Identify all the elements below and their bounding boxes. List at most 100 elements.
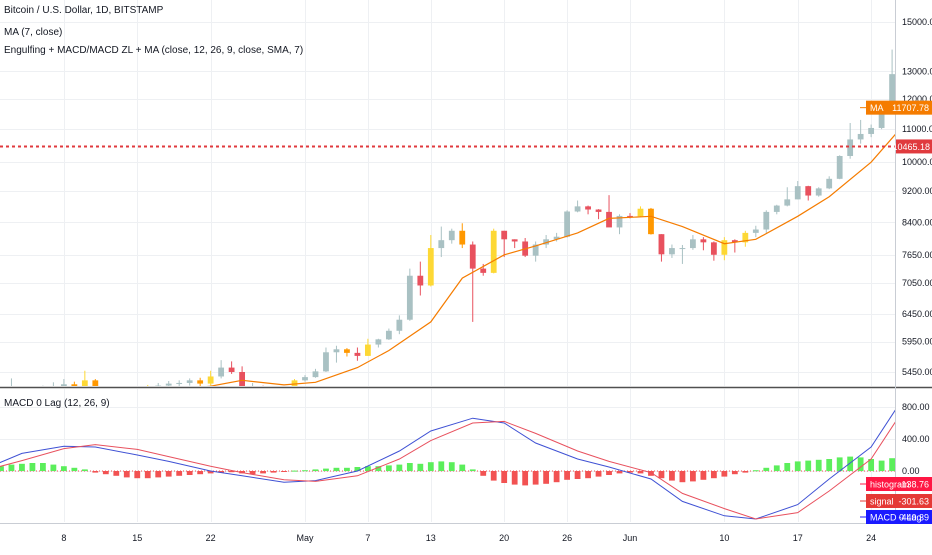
histogram-bar [763,467,770,471]
candle-body [218,367,225,377]
price-tick-label: 15000.00 [902,17,932,27]
candle-body [176,382,183,384]
candle [71,381,78,386]
candle-body [773,205,780,212]
candle-body [438,240,445,249]
candle [417,261,424,296]
time-tick-label: 10 [719,533,729,543]
candle-body [448,230,455,241]
histogram-bar [616,471,623,474]
histogram-bar [281,471,287,472]
histogram-bar [50,464,57,471]
price-tick-label: 7650.00 [902,250,932,260]
candle [365,338,371,356]
price-tick-label: 9200.00 [902,186,932,196]
histogram-bar [700,471,707,480]
histogram-bar [669,471,675,481]
histogram-bar [690,471,696,482]
candle-body [396,319,403,331]
candle-body [81,380,88,386]
candle-body [0,410,4,466]
candle [836,155,843,180]
candle [302,375,308,382]
histogram-bar [553,471,560,483]
histogram-bar [165,471,172,477]
candle-body [271,390,277,391]
candle-body [815,188,822,196]
candle-body [690,239,696,249]
candle [52,382,54,386]
candle [252,382,254,386]
candle-body [637,208,644,217]
histogram-bar [333,467,340,471]
indicator-legend[interactable]: Engulfing + MACD/MACD ZL + MA (close, 12… [4,45,304,56]
time-tick-label: May [296,533,314,543]
histogram-badge-label: histogram [870,480,910,490]
candle-body [375,339,382,345]
histogram-bar [40,463,46,471]
candle [710,241,717,261]
candle-body [731,240,738,243]
ma-badge-bg [866,100,932,115]
candle [375,338,382,348]
candle-body [333,349,340,353]
candle [847,122,854,159]
price-tick-label: 5450.00 [902,367,932,377]
candle [606,195,612,228]
ma-legend[interactable]: MA (7, close) [4,27,63,38]
candle-body [868,127,875,134]
histogram-bar [752,470,759,472]
histogram-badge-value: -138.76 [898,480,929,490]
candle-body [197,380,204,384]
histogram-bar [543,471,550,484]
candle-body [543,239,550,245]
candle [385,328,392,340]
price-tick-label: 10000.00 [902,157,932,167]
candle [155,382,162,386]
candle-body [406,275,413,320]
candles [0,49,895,466]
histogram-bar [857,457,864,471]
candle-body [385,330,392,340]
candle-body [165,383,172,386]
candle [721,237,728,261]
candle-body [354,352,361,356]
histogram-bar [742,471,749,473]
candle-body [490,230,497,273]
histogram-bar [658,471,665,479]
candle [176,380,183,386]
histogram-bar [71,467,78,471]
candle [763,210,770,233]
macd-legend[interactable]: MACD 0 Lag (12, 26, 9) [4,398,110,409]
histogram-bar [532,471,539,485]
candle [679,244,686,264]
histogram-bar [102,471,109,475]
histogram-bar [459,464,466,471]
symbol-title[interactable]: Bitcoin / U.S. Dollar, 1D, BITSTAMP [4,5,164,16]
price-tick-label: 11000.00 [902,124,932,134]
candle-body [627,215,633,217]
signal-badge-bg [866,494,932,508]
candle-body [857,133,864,140]
candle [92,379,99,386]
candle-body [532,244,539,256]
candle [595,209,602,220]
histogram-bar [396,464,403,471]
macd-badge-value: -440.39 [898,513,929,523]
histogram-bar [0,466,4,471]
candle-body [826,178,833,189]
histogram-bar [302,470,308,472]
time-tick-label: 17 [793,533,803,543]
candle-body [344,349,350,353]
candle [501,230,508,258]
candle [354,347,361,361]
histogram-bar [60,466,67,471]
candle [197,377,204,386]
histogram-bar [218,471,225,473]
candle [113,394,119,399]
candle-body [124,391,130,397]
candle-body [281,390,287,392]
candle [60,379,67,386]
